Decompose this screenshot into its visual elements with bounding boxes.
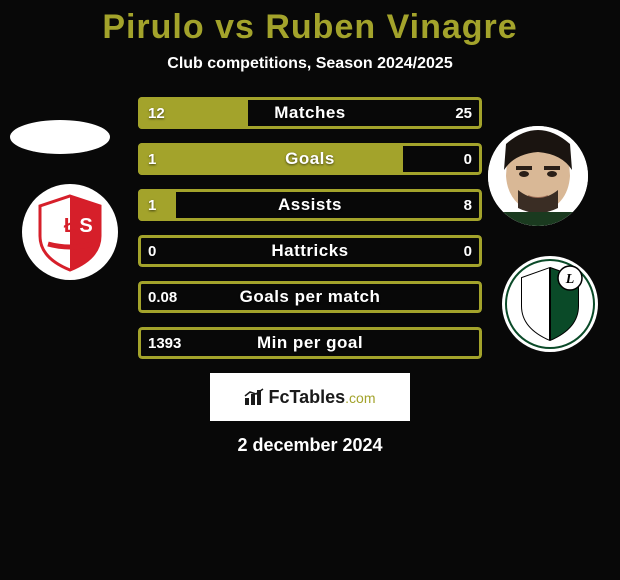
stat-label: Assists bbox=[138, 189, 482, 221]
subtitle: Club competitions, Season 2024/2025 bbox=[0, 55, 620, 73]
stats-bars: 12Matches251Goals01Assists80Hattricks00.… bbox=[138, 97, 482, 359]
lks-shield-icon: Ł S bbox=[34, 192, 106, 272]
stat-row: 1393Min per goal bbox=[138, 327, 482, 359]
stat-label: Hattricks bbox=[138, 235, 482, 267]
stat-value-right: 0 bbox=[464, 143, 472, 175]
stat-row: 1Goals0 bbox=[138, 143, 482, 175]
stat-value-right: 25 bbox=[455, 97, 472, 129]
player-face-icon bbox=[488, 126, 588, 226]
stat-row: 0Hattricks0 bbox=[138, 235, 482, 267]
svg-text:Ł: Ł bbox=[64, 215, 76, 237]
club-logo-left: Ł S bbox=[22, 184, 118, 280]
stat-row: 12Matches25 bbox=[138, 97, 482, 129]
branding-name: FcTables.com bbox=[268, 387, 375, 408]
stat-label: Min per goal bbox=[138, 327, 482, 359]
stat-row: 0.08Goals per match bbox=[138, 281, 482, 313]
svg-text:L: L bbox=[565, 272, 575, 287]
branding-name-text: FcTables bbox=[268, 387, 345, 407]
date-text: 2 december 2024 bbox=[0, 435, 620, 456]
stat-label: Goals per match bbox=[138, 281, 482, 313]
page-title: Pirulo vs Ruben Vinagre bbox=[0, 8, 620, 47]
svg-text:S: S bbox=[79, 215, 92, 237]
stat-label: Goals bbox=[138, 143, 482, 175]
stat-label: Matches bbox=[138, 97, 482, 129]
stat-value-right: 0 bbox=[464, 235, 472, 267]
branding-domain: .com bbox=[345, 390, 375, 406]
player-right-avatar bbox=[488, 126, 588, 226]
club-logo-right: L bbox=[502, 256, 598, 352]
stat-row: 1Assists8 bbox=[138, 189, 482, 221]
stat-value-right: 8 bbox=[464, 189, 472, 221]
chart-icon bbox=[244, 388, 266, 406]
comparison-infographic: Pirulo vs Ruben Vinagre Club competition… bbox=[0, 0, 620, 580]
legia-shield-icon: L bbox=[502, 256, 598, 352]
player-left-avatar bbox=[10, 120, 110, 154]
branding-box: FcTables.com bbox=[210, 373, 410, 421]
